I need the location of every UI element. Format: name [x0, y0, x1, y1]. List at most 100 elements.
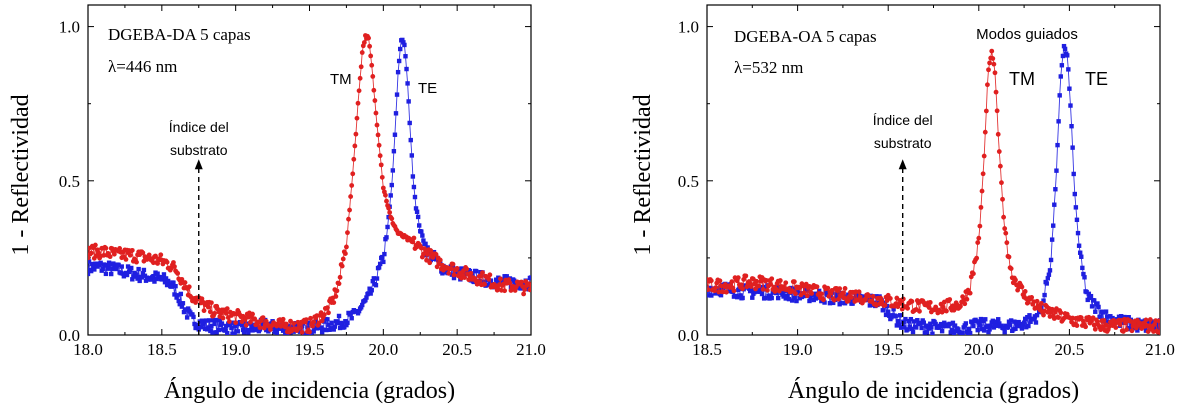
data-point: [111, 261, 116, 266]
data-point: [386, 205, 392, 211]
data-point: [477, 273, 483, 279]
data-point: [930, 331, 935, 335]
data-point: [1031, 316, 1037, 322]
data-point: [169, 284, 174, 289]
data-point: [337, 274, 343, 280]
data-point: [299, 329, 305, 335]
data-point: [863, 296, 868, 302]
data-point: [946, 323, 951, 329]
data-point: [1073, 205, 1079, 210]
data-point: [707, 287, 711, 292]
data-point: [939, 328, 945, 334]
data-point: [149, 277, 154, 282]
data-point: [380, 185, 386, 191]
data-point: [990, 318, 996, 324]
data-point: [252, 316, 258, 322]
data-point: [991, 325, 997, 330]
data-point: [158, 252, 164, 258]
data-point: [408, 137, 413, 143]
data-point: [420, 233, 425, 238]
data-point: [1051, 223, 1056, 228]
data-point: [172, 292, 177, 297]
data-point: [178, 291, 184, 297]
data-point: [857, 294, 863, 300]
data-point: [522, 287, 528, 292]
data-point: [286, 323, 291, 329]
data-point: [1058, 74, 1063, 79]
data-point: [1147, 317, 1153, 322]
data-point: [983, 108, 989, 114]
data-point: [976, 235, 982, 241]
data-point: [155, 261, 161, 266]
data-point: [382, 251, 387, 257]
data-point: [375, 132, 381, 138]
data-point: [367, 43, 373, 49]
y-tick-label: 1.0: [678, 18, 699, 37]
data-point: [1147, 320, 1152, 326]
data-point: [360, 302, 365, 308]
data-point: [713, 285, 719, 291]
data-point: [140, 250, 146, 256]
data-point: [190, 312, 195, 317]
data-point: [1049, 237, 1055, 242]
x-tick-label: 19.5: [873, 340, 903, 359]
data-point: [331, 327, 336, 332]
data-point: [903, 316, 908, 322]
data-point: [763, 295, 768, 301]
data-point: [174, 295, 179, 300]
data-point: [184, 315, 190, 320]
series-line-te: [88, 39, 531, 335]
data-point: [1080, 265, 1085, 271]
data-point: [450, 261, 456, 267]
data-point: [1019, 326, 1025, 331]
data-point: [103, 271, 109, 277]
data-point: [176, 298, 181, 304]
data-point: [389, 182, 394, 188]
data-point: [1008, 318, 1014, 323]
data-point: [840, 290, 846, 296]
data-point: [960, 330, 965, 335]
data-point: [812, 291, 818, 296]
data-point: [1068, 103, 1073, 108]
data-point: [396, 58, 402, 64]
data-point: [222, 328, 228, 333]
data-point: [411, 184, 417, 190]
data-point: [1058, 310, 1064, 316]
data-point: [240, 327, 246, 333]
data-point: [986, 329, 991, 335]
data-point: [448, 266, 454, 272]
data-point: [981, 328, 987, 333]
data-point: [816, 288, 822, 294]
data-point: [1074, 323, 1080, 328]
data-point: [391, 149, 397, 154]
data-point: [354, 115, 360, 121]
data-point: [886, 309, 891, 314]
data-point: [851, 297, 856, 302]
data-point: [383, 192, 388, 198]
data-point: [454, 266, 460, 271]
data-point: [345, 230, 350, 236]
data-point: [1061, 43, 1067, 49]
data-point: [373, 110, 379, 116]
data-point: [182, 280, 188, 285]
substrate-arrow-head: [194, 159, 203, 170]
data-point: [777, 278, 783, 283]
data-point: [346, 216, 351, 222]
data-point: [999, 180, 1004, 186]
data-point: [919, 325, 924, 331]
data-point: [414, 209, 420, 215]
data-point: [88, 268, 94, 274]
data-point: [507, 280, 513, 286]
data-point: [979, 188, 985, 194]
data-point: [1126, 315, 1131, 320]
data-point: [995, 131, 1001, 137]
data-point: [203, 318, 209, 323]
data-point: [402, 42, 407, 48]
data-point: [389, 216, 395, 222]
data-point: [983, 317, 988, 322]
data-point: [319, 329, 325, 335]
data-point: [488, 278, 494, 283]
data-point: [997, 163, 1003, 169]
substrate-label-line1: Índice del: [873, 112, 933, 128]
data-point: [976, 320, 981, 325]
